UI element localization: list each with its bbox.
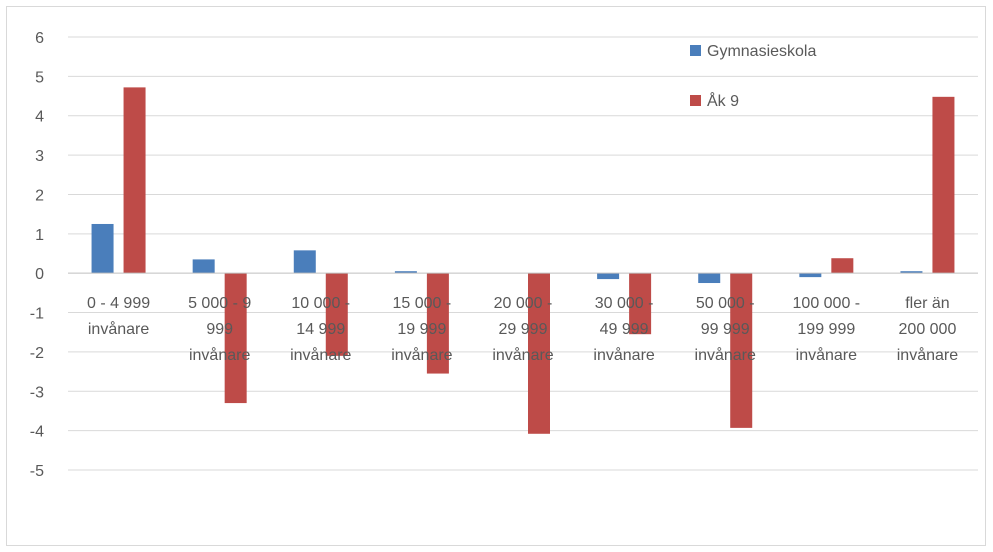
category-label: 10 000 - 14 999 invånare xyxy=(290,295,351,364)
category-label-line: 99 999 xyxy=(701,321,750,338)
y-tick-label: 2 xyxy=(35,187,44,204)
category-label-line: 29 999 xyxy=(499,321,548,338)
y-tick-label: 0 xyxy=(35,266,44,283)
category-label: 5 000 - 9 999 invånare xyxy=(188,295,251,364)
y-tick-label: 1 xyxy=(35,227,44,244)
category-label: 15 000 - 19 999 invånare xyxy=(391,295,452,364)
bar-ak9 xyxy=(831,258,854,274)
y-axis-ticks: -5 -4 -3 -2 -1 0 1 2 3 4 5 6 xyxy=(30,30,44,480)
category-label-line: 999 xyxy=(206,321,233,338)
category-label-line: invånare xyxy=(796,346,857,364)
bar-gymnasieskola xyxy=(192,259,215,274)
y-tick-label: 4 xyxy=(35,109,44,126)
category-label-line: invånare xyxy=(391,346,452,364)
category-label: fler än 200 000 invånare xyxy=(897,295,958,364)
category-label-line: invånare xyxy=(88,320,149,338)
category-label-line: 0 - 4 999 xyxy=(87,295,150,312)
category-label-line: 50 000 - xyxy=(696,295,755,312)
y-tick-label: -3 xyxy=(30,384,44,401)
category-label-line: invånare xyxy=(695,346,756,364)
category-label: 50 000 - 99 999 invånare xyxy=(695,295,756,364)
y-tick-label: -1 xyxy=(30,306,44,323)
category-label-line: 19 999 xyxy=(397,321,446,338)
category-label-line: 100 000 - xyxy=(793,295,861,312)
bar-ak9 xyxy=(325,273,348,356)
category-label-line: 30 000 - xyxy=(595,295,654,312)
legend-label: Gymnasieskola xyxy=(707,43,816,60)
category-label-line: invånare xyxy=(189,346,250,364)
category-label-line: invånare xyxy=(897,346,958,364)
bar-ak9 xyxy=(629,273,652,335)
bar-gymnasieskola xyxy=(293,250,316,274)
category-label: 0 - 4 999 invånare xyxy=(87,295,150,338)
bar-ak9 xyxy=(426,273,449,374)
bar-ak9 xyxy=(224,273,247,404)
category-label: 100 000 - 199 999 invånare xyxy=(793,295,861,364)
bar-gymnasieskola xyxy=(799,273,822,278)
legend: Gymnasieskola Åk 9 xyxy=(690,43,816,110)
category-label-line: 10 000 - xyxy=(291,295,350,312)
category-label-line: 5 000 - 9 xyxy=(188,295,251,312)
y-tick-label: 6 xyxy=(35,30,44,47)
category-label-line: 49 999 xyxy=(600,321,649,338)
bar-gymnasieskola xyxy=(394,271,417,274)
bar-gymnasieskola xyxy=(91,223,114,274)
bar-gymnasieskola xyxy=(597,273,620,280)
legend-swatch xyxy=(690,45,701,56)
bar-gymnasieskola xyxy=(900,271,923,274)
y-tick-label: -4 xyxy=(30,424,44,441)
bar-ak9 xyxy=(932,96,955,274)
bar-gymnasieskola xyxy=(698,273,721,284)
category-label: 30 000 - 49 999 invånare xyxy=(593,295,654,364)
bars xyxy=(91,87,955,434)
legend-swatch xyxy=(690,95,701,106)
category-label-line: 20 000 - xyxy=(494,295,553,312)
category-label-line: invånare xyxy=(593,346,654,364)
category-label-line: 14 999 xyxy=(296,321,345,338)
category-label: 20 000 - 29 999 invånare xyxy=(492,295,553,364)
y-tick-label: 5 xyxy=(35,69,44,86)
y-tick-label: -5 xyxy=(30,463,44,480)
category-label-line: 15 000 - xyxy=(393,295,452,312)
bar-ak9 xyxy=(730,273,753,428)
category-label-line: invånare xyxy=(290,346,351,364)
category-label-line: invånare xyxy=(492,346,553,364)
bar-ak9 xyxy=(123,87,146,274)
chart-frame xyxy=(6,6,986,546)
category-label-line: 200 000 xyxy=(899,321,957,338)
legend-label: Åk 9 xyxy=(707,91,739,110)
category-label-line: 199 999 xyxy=(797,321,855,338)
y-tick-label: 3 xyxy=(35,148,44,165)
y-tick-label: -2 xyxy=(30,345,44,362)
gridlines xyxy=(68,36,978,471)
bar-ak9 xyxy=(528,273,550,434)
category-label-line: fler än xyxy=(905,295,949,312)
